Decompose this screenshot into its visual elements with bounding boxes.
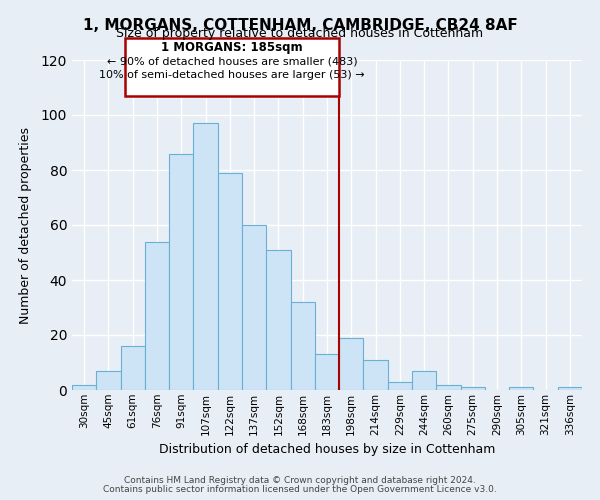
Bar bbox=[412, 371, 436, 390]
Bar bbox=[169, 154, 193, 390]
Y-axis label: Number of detached properties: Number of detached properties bbox=[19, 126, 32, 324]
Bar bbox=[364, 360, 388, 390]
Text: Contains HM Land Registry data © Crown copyright and database right 2024.: Contains HM Land Registry data © Crown c… bbox=[124, 476, 476, 485]
Bar bbox=[218, 173, 242, 390]
Bar bbox=[242, 225, 266, 390]
Text: Size of property relative to detached houses in Cottenham: Size of property relative to detached ho… bbox=[116, 28, 484, 40]
Text: 10% of semi-detached houses are larger (53) →: 10% of semi-detached houses are larger (… bbox=[100, 70, 365, 80]
Bar bbox=[388, 382, 412, 390]
Bar bbox=[96, 371, 121, 390]
Bar bbox=[339, 338, 364, 390]
Bar bbox=[558, 387, 582, 390]
Text: ← 90% of detached houses are smaller (483): ← 90% of detached houses are smaller (48… bbox=[107, 56, 358, 66]
Bar bbox=[509, 387, 533, 390]
Text: Contains public sector information licensed under the Open Government Licence v3: Contains public sector information licen… bbox=[103, 485, 497, 494]
Bar bbox=[145, 242, 169, 390]
Text: 1, MORGANS, COTTENHAM, CAMBRIDGE, CB24 8AF: 1, MORGANS, COTTENHAM, CAMBRIDGE, CB24 8… bbox=[83, 18, 517, 32]
X-axis label: Distribution of detached houses by size in Cottenham: Distribution of detached houses by size … bbox=[159, 443, 495, 456]
Bar bbox=[461, 387, 485, 390]
FancyBboxPatch shape bbox=[125, 38, 339, 96]
Bar bbox=[436, 384, 461, 390]
Bar bbox=[290, 302, 315, 390]
Bar bbox=[121, 346, 145, 390]
Bar bbox=[193, 123, 218, 390]
Bar bbox=[315, 354, 339, 390]
Bar bbox=[72, 384, 96, 390]
Bar bbox=[266, 250, 290, 390]
Text: 1 MORGANS: 185sqm: 1 MORGANS: 185sqm bbox=[161, 41, 303, 54]
